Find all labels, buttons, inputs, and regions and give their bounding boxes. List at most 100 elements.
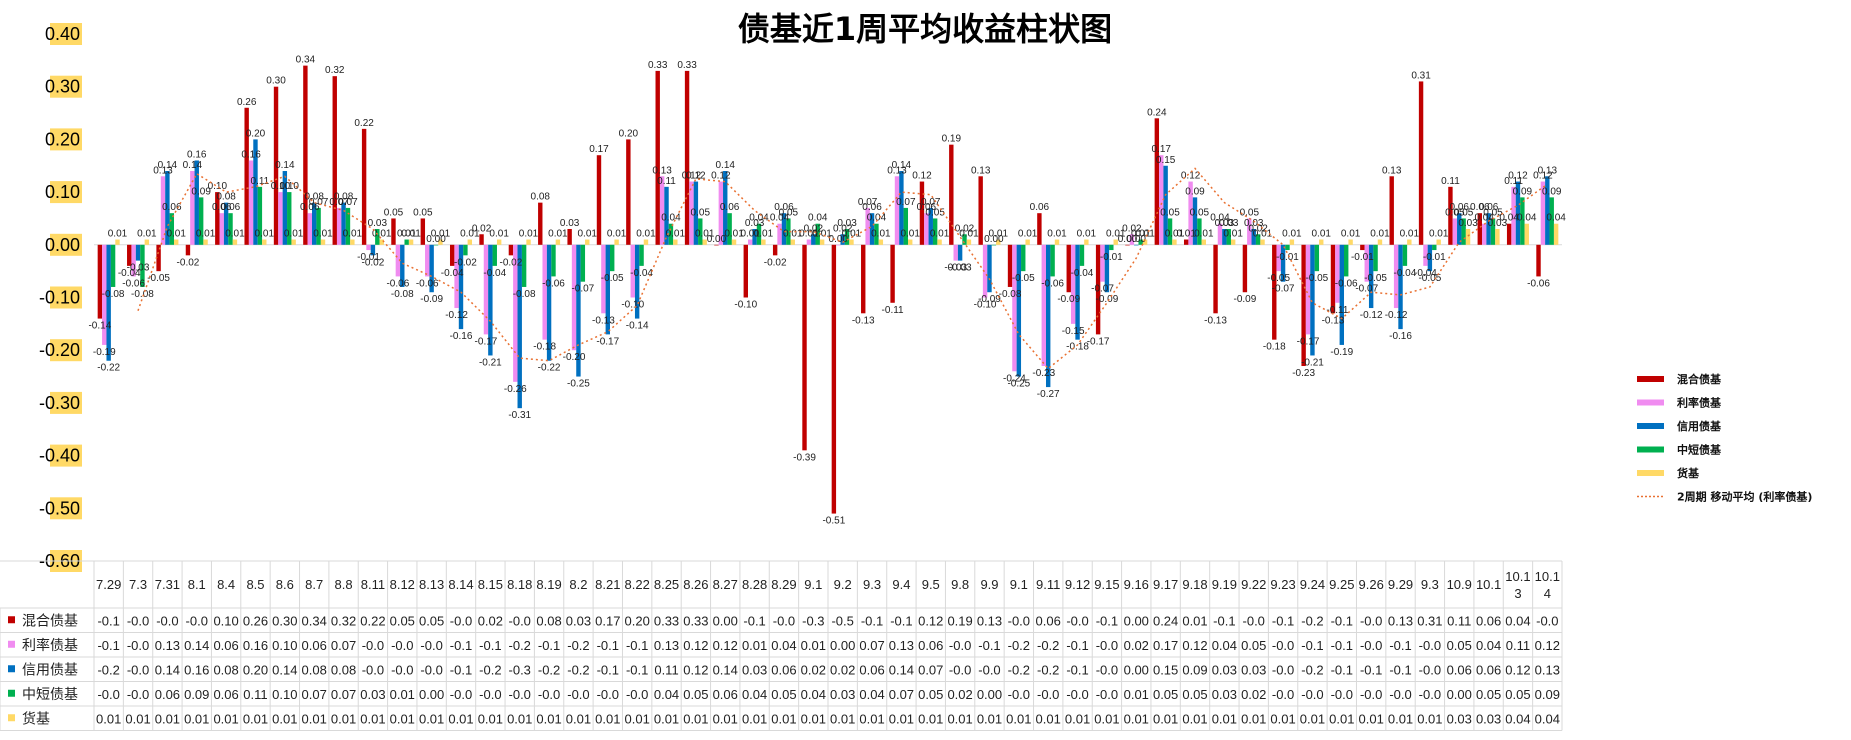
table-legend-key <box>8 665 15 673</box>
bar-信用债基 <box>664 186 669 245</box>
table-cell: -0.2 <box>538 662 560 677</box>
data-label: -0.11 <box>882 305 904 316</box>
bar-利率债基 <box>718 181 724 245</box>
table-cell: -0.0 <box>1536 613 1558 628</box>
data-label: -0.18 <box>1263 342 1286 353</box>
data-label: 0.31 <box>1411 70 1431 81</box>
category-label: 8.22 <box>625 577 650 592</box>
bar-混合债基 <box>215 192 220 245</box>
data-label: 0.06 <box>1479 202 1499 213</box>
bar-利率债基 <box>630 244 635 298</box>
bar-中短债基 <box>1079 244 1085 266</box>
table-cell: 0.05 <box>1153 687 1178 702</box>
bar-货基 <box>1201 239 1207 245</box>
data-label: 0.01 <box>695 229 715 240</box>
data-label: 0.01 <box>740 229 760 240</box>
y-tick-bg <box>50 75 82 98</box>
bar-利率债基 <box>865 207 870 245</box>
data-label: -0.04 <box>630 268 653 279</box>
bar-中短债基 <box>140 244 145 287</box>
table-cell: 0.17 <box>1153 638 1178 653</box>
data-label: -0.16 <box>1389 331 1412 342</box>
data-label: 0.01 <box>1400 229 1420 240</box>
bar-中短债基 <box>1021 244 1026 272</box>
table-cell: 0.15 <box>1153 662 1178 677</box>
data-label: -0.14 <box>88 321 111 332</box>
data-label: 0.13 <box>652 165 672 176</box>
table-row-label: 信用债基 <box>22 661 78 678</box>
data-label: 0.06 <box>162 202 182 213</box>
y-tick-label: 0.30 <box>45 77 80 97</box>
bar-中短债基 <box>932 218 938 245</box>
bar-中短债基 <box>668 223 674 245</box>
bar-中短债基 <box>1138 239 1143 245</box>
bar-利率债基 <box>894 176 900 245</box>
data-label: 0.08 <box>216 192 236 203</box>
y-tick-label: 0.00 <box>45 235 80 255</box>
bar-混合债基 <box>655 70 660 245</box>
table-row-label: 货基 <box>22 710 50 727</box>
data-label: -0.31 <box>508 410 531 421</box>
table-cell: 0.05 <box>1476 687 1501 702</box>
table-cell: -0.1 <box>1096 613 1118 628</box>
bar-混合债基 <box>1066 244 1071 293</box>
data-label: -0.51 <box>822 516 845 527</box>
data-label: 0.06 <box>1030 202 1050 213</box>
table-cell: 0.11 <box>654 662 678 677</box>
data-label: -0.03 <box>944 263 967 274</box>
bar-信用债基 <box>1134 244 1139 246</box>
table-cell: -0.0 <box>1331 687 1353 702</box>
category-label: 9.4 <box>892 577 910 592</box>
table-cell: 0.07 <box>302 687 327 702</box>
data-label: 0.08 <box>531 192 551 203</box>
bar-混合债基 <box>1213 244 1218 314</box>
table-cell: 0.05 <box>771 687 796 702</box>
data-label: 0.06 <box>212 202 232 213</box>
bar-利率债基 <box>689 181 694 245</box>
table-cell: -0.0 <box>1008 613 1030 628</box>
table-row-label: 中短债基 <box>22 686 78 703</box>
table-cell: -0.0 <box>538 687 560 702</box>
bar-中短债基 <box>463 244 468 256</box>
data-label: -0.07 <box>1272 284 1295 295</box>
bar-货基 <box>526 239 531 245</box>
bar-混合债基 <box>831 244 837 514</box>
category-label: 8.15 <box>478 577 503 592</box>
data-label: 0.01 <box>607 229 627 240</box>
bar-利率债基 <box>160 176 166 245</box>
table-cell: 0.01 <box>96 711 121 726</box>
category-label: 9.18 <box>1182 577 1207 592</box>
data-label: -0.09 <box>420 294 443 305</box>
data-label: 0.05 <box>925 207 945 218</box>
table-cell: 0.01 <box>1417 711 1442 726</box>
bar-中短债基 <box>404 239 409 245</box>
data-label: 0.33 <box>648 60 668 71</box>
bar-中短债基 <box>1255 234 1261 245</box>
data-label: -0.06 <box>1335 278 1358 289</box>
bar-货基 <box>1054 239 1060 245</box>
bar-中短债基 <box>903 207 909 245</box>
bar-货基 <box>408 239 414 245</box>
data-label: -0.02 <box>764 257 787 268</box>
data-label: -0.04 <box>441 268 464 279</box>
table-cell: -0.1 <box>97 613 119 628</box>
table-cell: 0.03 <box>830 687 855 702</box>
data-label: 0.14 <box>892 160 912 171</box>
category-label: 8.29 <box>771 577 796 592</box>
bar-中短债基 <box>1344 244 1349 277</box>
bar-信用债基 <box>957 244 963 261</box>
chart-title: 债基近1周平均收益柱状图 <box>738 10 1112 48</box>
table-cell: -0.0 <box>186 613 208 628</box>
data-label: 0.04 <box>661 213 681 224</box>
table-cell: -0.0 <box>1360 638 1382 653</box>
table-cell: 0.02 <box>1124 638 1149 653</box>
data-label: 0.04 <box>867 213 887 224</box>
table-cell: -0.3 <box>802 613 824 628</box>
y-tick-label: 0.40 <box>45 24 80 44</box>
table-cell: 0.01 <box>360 711 385 726</box>
data-label: 0.34 <box>296 55 316 66</box>
data-label: -0.08 <box>513 289 536 300</box>
data-label: 0.01 <box>930 229 950 240</box>
table-cell: 0.11 <box>1447 613 1471 628</box>
table-cell: -0.1 <box>626 638 648 653</box>
